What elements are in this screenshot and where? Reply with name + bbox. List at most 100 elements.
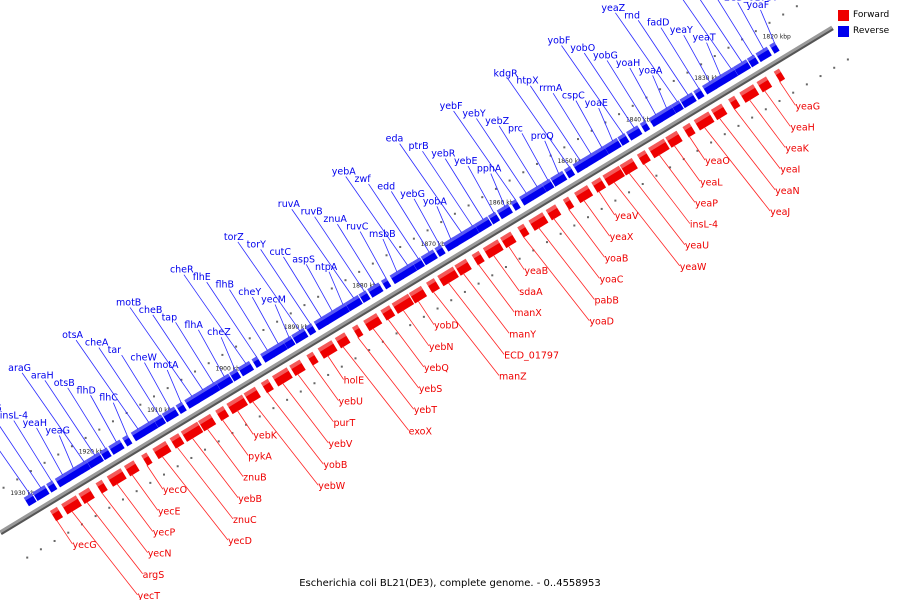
- forward-gene-znuB[interactable]: [198, 413, 217, 432]
- forward-gene-manY[interactable]: [454, 258, 472, 276]
- forward-gene-yoaB[interactable]: [562, 196, 575, 210]
- forward-gene-pykA[interactable]: [215, 406, 230, 421]
- forward-gene-yeaL[interactable]: [665, 130, 683, 148]
- forward-gene-yoaC[interactable]: [545, 204, 562, 221]
- forward-gene-yebK[interactable]: [226, 394, 249, 415]
- reverse-gene-cheZ[interactable]: [229, 368, 242, 382]
- reverse-gene-cheA[interactable]: [139, 419, 159, 437]
- forward-gene-yeaU[interactable]: [619, 157, 638, 176]
- forward-gene-purT[interactable]: [289, 359, 306, 377]
- forward-gene-yobB[interactable]: [260, 378, 274, 394]
- reverse-gene-msbB[interactable]: [389, 269, 405, 285]
- forward-gene-manX[interactable]: [471, 250, 485, 266]
- forward-gene-yeaP[interactable]: [648, 138, 670, 159]
- forward-gene-yeaG[interactable]: [773, 68, 786, 82]
- forward-gene-yeaH[interactable]: [756, 76, 773, 93]
- reverse-gene-proQ[interactable]: [550, 170, 568, 187]
- reverse-gene-ruvA[interactable]: [344, 295, 363, 312]
- forward-gene-yebV[interactable]: [272, 367, 293, 387]
- forward-gene-yebS[interactable]: [363, 313, 383, 332]
- reverse-gene-araH[interactable]: [85, 452, 104, 469]
- reverse-gene-zwf[interactable]: [412, 257, 425, 271]
- reverse-gene-ruvC[interactable]: [381, 277, 392, 290]
- reverse-gene-htpX[interactable]: [572, 158, 589, 174]
- forward-gene-yeaO[interactable]: [682, 122, 696, 138]
- reverse-gene-yeaQ[interactable]: [733, 59, 752, 76]
- reverse-gene-yeaH[interactable]: [54, 472, 71, 488]
- reverse-gene-yebA[interactable]: [398, 262, 418, 279]
- reverse-gene-cheB[interactable]: [192, 386, 213, 404]
- forward-gene-yebW[interactable]: [243, 386, 261, 404]
- forward-gene-yeaV[interactable]: [591, 177, 607, 193]
- forward-gene-yoaD[interactable]: [517, 223, 530, 238]
- reverse-gene-yebZ[interactable]: [527, 183, 547, 201]
- forward-gene-yebN[interactable]: [391, 293, 415, 314]
- forward-gene-yeaX[interactable]: [574, 185, 594, 204]
- forward-gene-yobD[interactable]: [408, 285, 428, 304]
- reverse-gene-yebR[interactable]: [474, 216, 493, 233]
- reverse-gene-flhE[interactable]: [251, 356, 262, 368]
- forward-gene-sdaA[interactable]: [482, 239, 504, 259]
- reverse-gene-motA[interactable]: [175, 401, 187, 415]
- reverse-gene-yobG[interactable]: [639, 120, 651, 133]
- reverse-gene-otsA[interactable]: [130, 427, 146, 442]
- reverse-gene-kdgR[interactable]: [563, 166, 576, 179]
- reverse-gene-insL-4[interactable]: [46, 480, 58, 493]
- reverse-gene-aspS[interactable]: [322, 307, 343, 325]
- reverse-gene-cheR[interactable]: [237, 361, 255, 377]
- reverse-gene-pphA[interactable]: [496, 203, 513, 220]
- reverse-gene-flhC[interactable]: [122, 434, 133, 447]
- forward-gene-yecP[interactable]: [106, 468, 127, 487]
- reverse-gene-rrmA[interactable]: [581, 150, 601, 168]
- reverse-gene-yeaT[interactable]: [710, 71, 731, 90]
- reverse-gene-otsB[interactable]: [99, 447, 112, 461]
- reverse-gene-yobA[interactable]: [443, 236, 459, 252]
- forward-gene-yecD[interactable]: [152, 441, 172, 460]
- forward-gene-holE[interactable]: [317, 340, 338, 359]
- forward-gene-yecG[interactable]: [49, 506, 64, 522]
- forward-gene-znuC[interactable]: [169, 433, 185, 449]
- reverse-gene-yoaA[interactable]: [657, 104, 677, 122]
- reverse-gene-tar[interactable]: [153, 414, 167, 428]
- forward-gene-yeaJ[interactable]: [693, 111, 715, 131]
- reverse-gene-motB[interactable]: [184, 394, 200, 409]
- reverse-gene-yeaM[interactable]: [746, 54, 759, 68]
- forward-gene-yeaN[interactable]: [710, 103, 728, 121]
- reverse-gene-znuA[interactable]: [367, 282, 384, 298]
- reverse-gene-ruvB[interactable]: [358, 290, 371, 304]
- reverse-gene-yeaR[interactable]: [23, 493, 37, 507]
- reverse-gene-ECD_01757[interactable]: [755, 46, 772, 63]
- reverse-gene-yebE[interactable]: [488, 211, 501, 225]
- forward-gene-yeaW[interactable]: [602, 165, 625, 186]
- reverse-gene-flhB[interactable]: [260, 348, 275, 363]
- forward-gene-pabB[interactable]: [528, 212, 549, 231]
- reverse-gene-yeaZ[interactable]: [670, 100, 684, 114]
- reverse-gene-prc[interactable]: [541, 178, 555, 192]
- forward-gene-yebB[interactable]: [180, 421, 204, 442]
- forward-gene-yeaB[interactable]: [500, 231, 517, 249]
- forward-gene-yecE[interactable]: [124, 460, 140, 477]
- forward-gene-manZ[interactable]: [426, 278, 440, 294]
- reverse-gene-yeaG[interactable]: [63, 464, 84, 483]
- forward-gene-ECD_01797[interactable]: [437, 266, 459, 287]
- forward-gene-yebQ[interactable]: [380, 305, 396, 321]
- reverse-gene-yecM[interactable]: [282, 335, 296, 350]
- reverse-gene-cheW[interactable]: [161, 406, 180, 423]
- reverse-gene-torZ[interactable]: [291, 328, 309, 344]
- forward-gene-argS[interactable]: [78, 487, 95, 505]
- reverse-gene-yoaF[interactable]: [769, 42, 780, 54]
- reverse-gene-yobF[interactable]: [617, 133, 630, 146]
- reverse-gene-yoaH[interactable]: [648, 112, 664, 128]
- forward-gene-yebT[interactable]: [352, 324, 364, 338]
- forward-gene-exoX[interactable]: [334, 332, 351, 349]
- reverse-gene-yebF[interactable]: [510, 199, 521, 211]
- reverse-gene-flhD[interactable]: [108, 439, 125, 455]
- forward-gene-yecT[interactable]: [61, 495, 82, 515]
- reverse-gene-yebG[interactable]: [434, 244, 446, 257]
- reverse-gene-cutC[interactable]: [313, 315, 330, 331]
- forward-gene-yecN[interactable]: [95, 479, 108, 494]
- reverse-gene-eda[interactable]: [451, 229, 472, 247]
- reverse-gene-torY[interactable]: [305, 323, 317, 336]
- reverse-gene-yeaY[interactable]: [702, 79, 718, 95]
- reverse-gene-cheY[interactable]: [268, 340, 288, 358]
